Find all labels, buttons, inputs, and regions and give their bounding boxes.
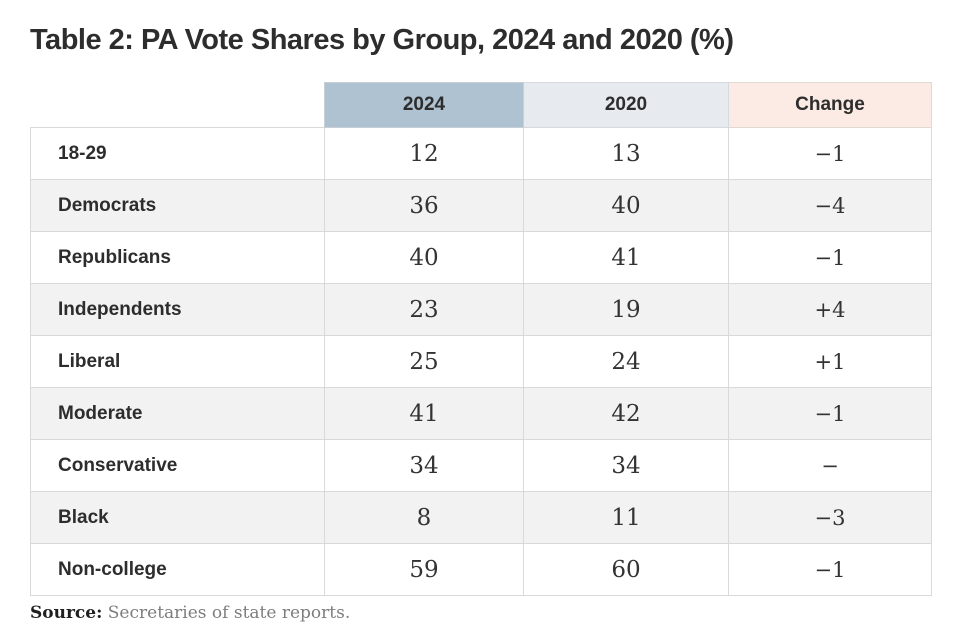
cell-2024: 8 [324, 491, 524, 544]
table-row: Black 8 11 −3 [30, 491, 932, 544]
cell-change: −4 [728, 179, 932, 232]
cell-change: +4 [728, 283, 932, 336]
cell-change: −3 [728, 491, 932, 544]
header-blank [30, 82, 325, 128]
source-text: Secretaries of state reports. [102, 603, 351, 623]
cell-2020: 34 [523, 439, 729, 492]
vote-shares-table: 2024 2020 Change 18-29 12 13 −1 Democrat… [30, 82, 932, 596]
table-row: Republicans 40 41 −1 [30, 231, 932, 284]
column-header-2020: 2020 [523, 82, 729, 128]
cell-2020: 40 [523, 179, 729, 232]
source-note: Source: Secretaries of state reports. [30, 603, 930, 623]
row-label: Moderate [30, 387, 325, 440]
cell-2024: 25 [324, 335, 524, 388]
cell-2024: 12 [324, 127, 524, 180]
cell-2024: 40 [324, 231, 524, 284]
cell-2020: 42 [523, 387, 729, 440]
cell-2020: 19 [523, 283, 729, 336]
table-row: Democrats 36 40 −4 [30, 179, 932, 232]
table-row: Conservative 34 34 − [30, 439, 932, 492]
cell-2024: 59 [324, 543, 524, 596]
table-row: Independents 23 19 +4 [30, 283, 932, 336]
row-label: Black [30, 491, 325, 544]
column-header-change: Change [728, 82, 932, 128]
row-label: Republicans [30, 231, 325, 284]
cell-change: −1 [728, 387, 932, 440]
row-label: Non-college [30, 543, 325, 596]
cell-2020: 13 [523, 127, 729, 180]
table-row: Moderate 41 42 −1 [30, 387, 932, 440]
cell-2020: 60 [523, 543, 729, 596]
table-row: Liberal 25 24 +1 [30, 335, 932, 388]
cell-change: −1 [728, 543, 932, 596]
cell-change: − [728, 439, 932, 492]
cell-2020: 11 [523, 491, 729, 544]
cell-change: −1 [728, 127, 932, 180]
table-row: Non-college 59 60 −1 [30, 543, 932, 596]
column-header-2024: 2024 [324, 82, 524, 128]
table-row: 18-29 12 13 −1 [30, 127, 932, 180]
header-row: 2024 2020 Change [30, 82, 932, 128]
table-header: 2024 2020 Change [30, 82, 932, 128]
page-title: Table 2: PA Vote Shares by Group, 2024 a… [30, 24, 734, 56]
cell-2024: 23 [324, 283, 524, 336]
row-label: Liberal [30, 335, 325, 388]
row-label: Conservative [30, 439, 325, 492]
cell-2020: 24 [523, 335, 729, 388]
cell-2020: 41 [523, 231, 729, 284]
row-label: Independents [30, 283, 325, 336]
source-label: Source: [30, 603, 103, 623]
row-label: Democrats [30, 179, 325, 232]
cell-change: +1 [728, 335, 932, 388]
cell-2024: 36 [324, 179, 524, 232]
cell-2024: 41 [324, 387, 524, 440]
table-body: 18-29 12 13 −1 Democrats 36 40 −4 Republ… [30, 127, 932, 596]
cell-change: −1 [728, 231, 932, 284]
row-label: 18-29 [30, 127, 325, 180]
cell-2024: 34 [324, 439, 524, 492]
